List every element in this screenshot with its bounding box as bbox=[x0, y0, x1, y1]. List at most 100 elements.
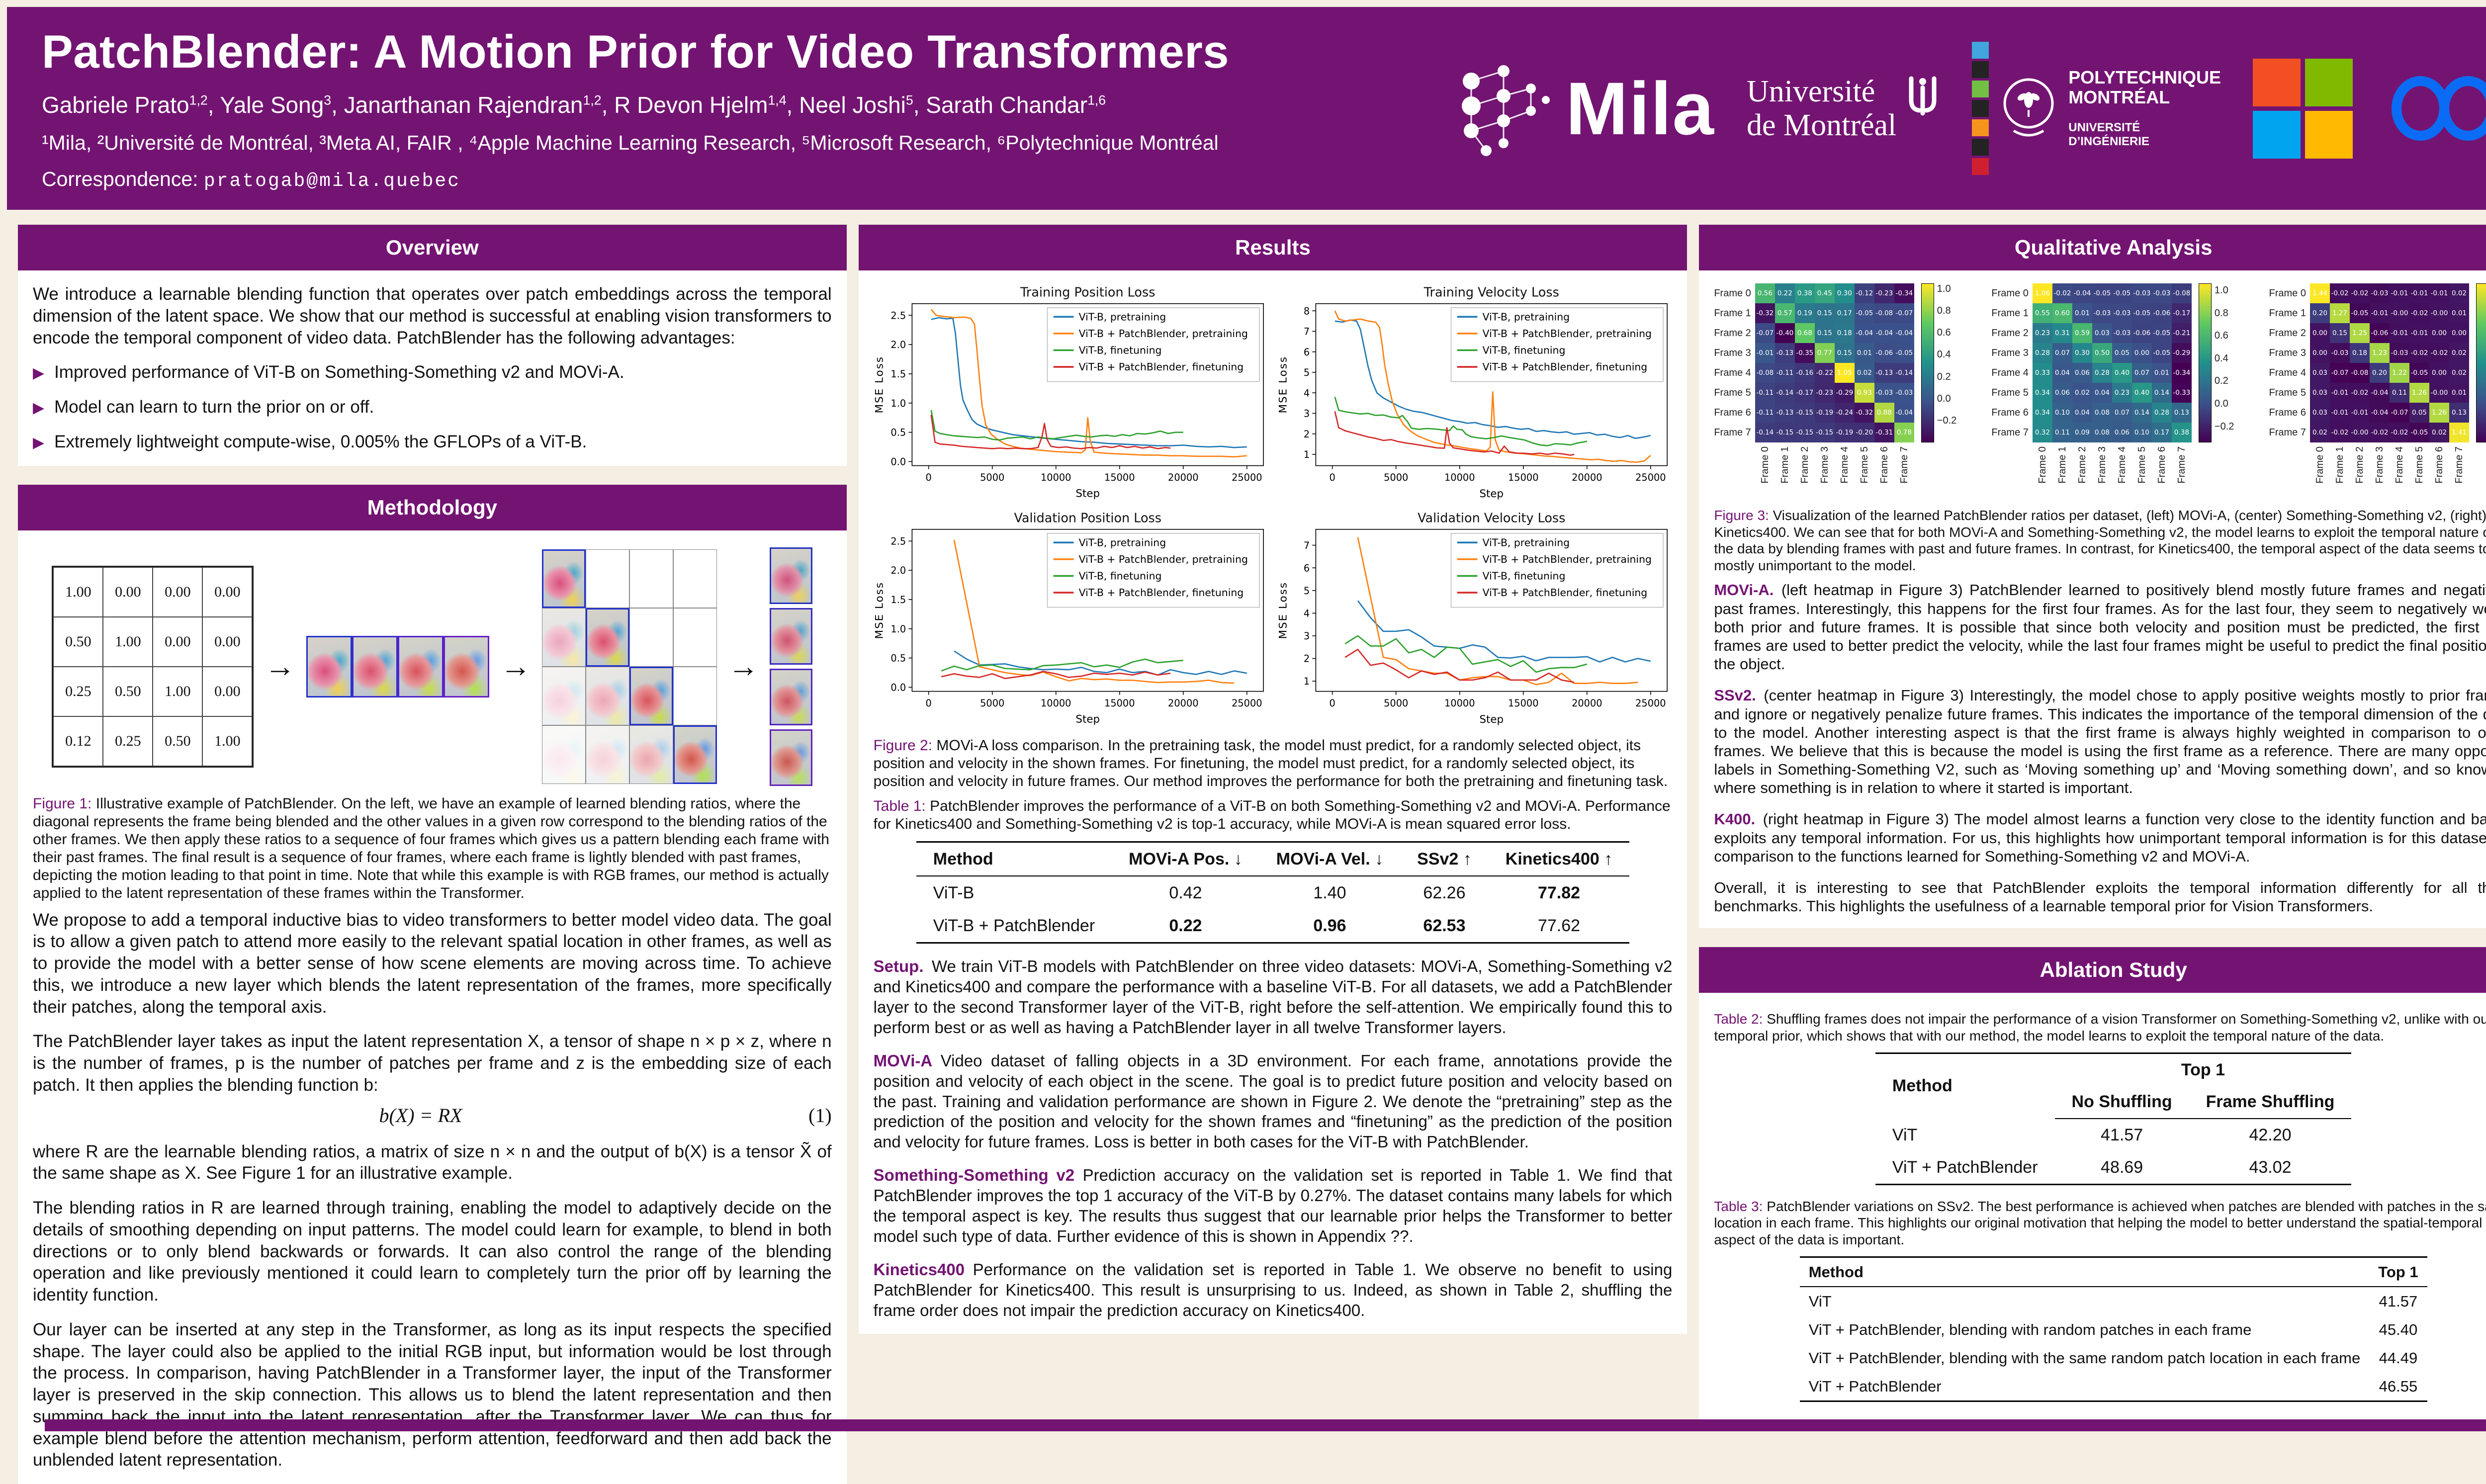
x-tick-label: 25000 bbox=[1635, 698, 1666, 709]
heatmap-cell: 0.23 bbox=[2112, 383, 2132, 403]
author: Neel Joshi5 bbox=[799, 92, 913, 118]
table-cell-value: 0.96 bbox=[1259, 909, 1400, 943]
methodology-paragraphs-before: We propose to add a temporal inductive b… bbox=[33, 909, 832, 1096]
heatmap-cell: 0.01 bbox=[2072, 303, 2092, 323]
heatmap-cell: -0.07 bbox=[2330, 363, 2350, 383]
heatmap-cell: -0.29 bbox=[1835, 383, 1855, 403]
legend-label: ViT-B, pretraining bbox=[1078, 311, 1165, 323]
x-tick-label: 20000 bbox=[1572, 698, 1602, 709]
paragraph-lead: K400. bbox=[1714, 810, 1755, 828]
heatmap-cell: 0.04 bbox=[2072, 403, 2092, 423]
heatmap-cell: 0.06 bbox=[2112, 423, 2132, 442]
heatmap-cell: 0.00 bbox=[2449, 323, 2469, 343]
plot-title: Validation Position Loss bbox=[1014, 511, 1161, 525]
heatmap-col-label: Frame 5 bbox=[1855, 442, 1874, 502]
colorbar-tick-label: 0.8 bbox=[2215, 307, 2228, 319]
author: Sarath Chandar1,6 bbox=[926, 92, 1106, 118]
heatmap-cell: 1.25 bbox=[2350, 323, 2370, 343]
heatmap-cell: 0.28 bbox=[2092, 363, 2112, 383]
figure3-caption: Figure 3: Visualization of the learned P… bbox=[1714, 507, 2486, 574]
heatmap-cell: -0.08 bbox=[1755, 363, 1775, 383]
blended-frame-thumb bbox=[542, 609, 585, 666]
heatmap-cell: 0.14 bbox=[2152, 383, 2172, 403]
table-header-cell: SSv2 ↑ bbox=[1400, 842, 1489, 876]
heatmap-cell: 0.08 bbox=[2092, 403, 2112, 423]
heatmap-cell: -0.15 bbox=[1775, 423, 1795, 442]
table-header-cell: Method bbox=[1800, 1257, 2370, 1287]
heatmap-cell: -0.16 bbox=[1795, 363, 1815, 383]
colorbar-tick-label: 0.0 bbox=[2215, 398, 2228, 410]
results-paragraphs: Setup. We train ViT-B models with PatchB… bbox=[874, 957, 1673, 1321]
mila-wordmark: Mila bbox=[1566, 66, 1715, 152]
y-tick-label: 1.5 bbox=[890, 368, 906, 380]
x-axis-label: Step bbox=[1075, 488, 1100, 500]
heatmap-row-label: Frame 3 bbox=[1714, 343, 1755, 363]
table-cell-method: ViT-B + PatchBlender bbox=[916, 909, 1112, 943]
heatmap-cell: 0.38 bbox=[1795, 283, 1815, 303]
heatmap-cell: -0.05 bbox=[2152, 343, 2172, 363]
heatmap-cell: 0.07 bbox=[2132, 363, 2152, 383]
y-tick-label: 0.0 bbox=[890, 456, 906, 467]
heatmap-cell: 0.01 bbox=[2449, 383, 2469, 403]
paragraph: Overall, it is interesting to see that P… bbox=[1714, 878, 2486, 915]
heatmap-col-label: Frame 1 bbox=[2052, 442, 2072, 502]
x-tick-label: 10000 bbox=[1041, 698, 1071, 709]
heatmap-cell: -0.34 bbox=[1894, 283, 1914, 303]
table-row: ViT + PatchBlender, blending with random… bbox=[1800, 1315, 2427, 1344]
heatmap-col-label: Frame 7 bbox=[1894, 442, 1914, 502]
heatmap-cell: 0.28 bbox=[2152, 403, 2172, 423]
heatmap-cell: -0.05 bbox=[1855, 303, 1874, 323]
bullet-text: Improved performance of ViT-B on Somethi… bbox=[54, 361, 624, 383]
heatmap-cell: -0.17 bbox=[1795, 383, 1815, 403]
heatmap-row-label: Frame 0 bbox=[2269, 283, 2310, 303]
heatmap-cell: -0.11 bbox=[1755, 403, 1775, 423]
blended-frame-thumb bbox=[543, 551, 584, 607]
heatmap-cell: -0.35 bbox=[1795, 343, 1815, 363]
heatmap-col-label: Frame 3 bbox=[1815, 442, 1835, 502]
heatmap-cell: 0.15 bbox=[1815, 303, 1835, 323]
heatmap-cell: 0.93 bbox=[1855, 383, 1874, 403]
y-axis-label: MSE Loss bbox=[874, 356, 886, 414]
blended-frame-thumb bbox=[586, 667, 629, 725]
heatmap-cell: 0.02 bbox=[1855, 363, 1874, 383]
legend-label: ViT-B + PatchBlender, pretraining bbox=[1483, 553, 1652, 565]
colorbar-tick-label: 1.0 bbox=[1937, 283, 1951, 295]
heatmap-cell: 0.40 bbox=[2112, 363, 2132, 383]
overview-header: Overview bbox=[18, 225, 847, 270]
heatmap-cell: -0.07 bbox=[1755, 323, 1775, 343]
heatmap-cell: -0.05 bbox=[2409, 363, 2429, 383]
heatmap-row-label: Frame 6 bbox=[1714, 403, 1755, 423]
x-tick-label: 20000 bbox=[1168, 698, 1199, 709]
heatmap-cell: 1.26 bbox=[2409, 383, 2429, 403]
heatmap-cell: -0.02 bbox=[2350, 383, 2370, 403]
matrix-cell: 0.00 bbox=[153, 617, 202, 667]
heatmap-cell: 0.30 bbox=[1835, 283, 1855, 303]
ablation-header: Ablation Study bbox=[1699, 947, 2486, 993]
arrow-right-icon: → bbox=[500, 647, 531, 686]
heatmap-cell: 0.00 bbox=[2429, 323, 2449, 343]
table-subheader-cell: No Shuffling bbox=[2055, 1086, 2189, 1119]
heatmap-row-label: Frame 5 bbox=[1991, 383, 2032, 403]
heatmap-cell: -0.11 bbox=[1775, 363, 1795, 383]
heatmap-cell: -0.13 bbox=[1775, 343, 1795, 363]
heatmap-cell: 0.02 bbox=[2310, 423, 2330, 442]
heatmap-cell: 1.26 bbox=[2429, 403, 2449, 423]
heatmap-cell: 0.03 bbox=[2092, 323, 2112, 343]
heatmap-cell: -0.08 bbox=[2350, 363, 2370, 383]
heatmap-cell: -0.06 bbox=[2370, 323, 2390, 343]
matrix-cell: 0.25 bbox=[103, 716, 153, 766]
video-frame-thumb bbox=[352, 636, 398, 698]
matrix-cell: 0.50 bbox=[53, 617, 103, 667]
heatmap-cell: 0.00 bbox=[2310, 323, 2330, 343]
heatmap-cell: 0.11 bbox=[2390, 383, 2409, 403]
heatmap-cell: 0.17 bbox=[2152, 423, 2172, 442]
paragraph: K400. (right heatmap in Figure 3) The mo… bbox=[1714, 810, 2486, 866]
colorbar-tick-label: −0.2 bbox=[2215, 421, 2234, 433]
